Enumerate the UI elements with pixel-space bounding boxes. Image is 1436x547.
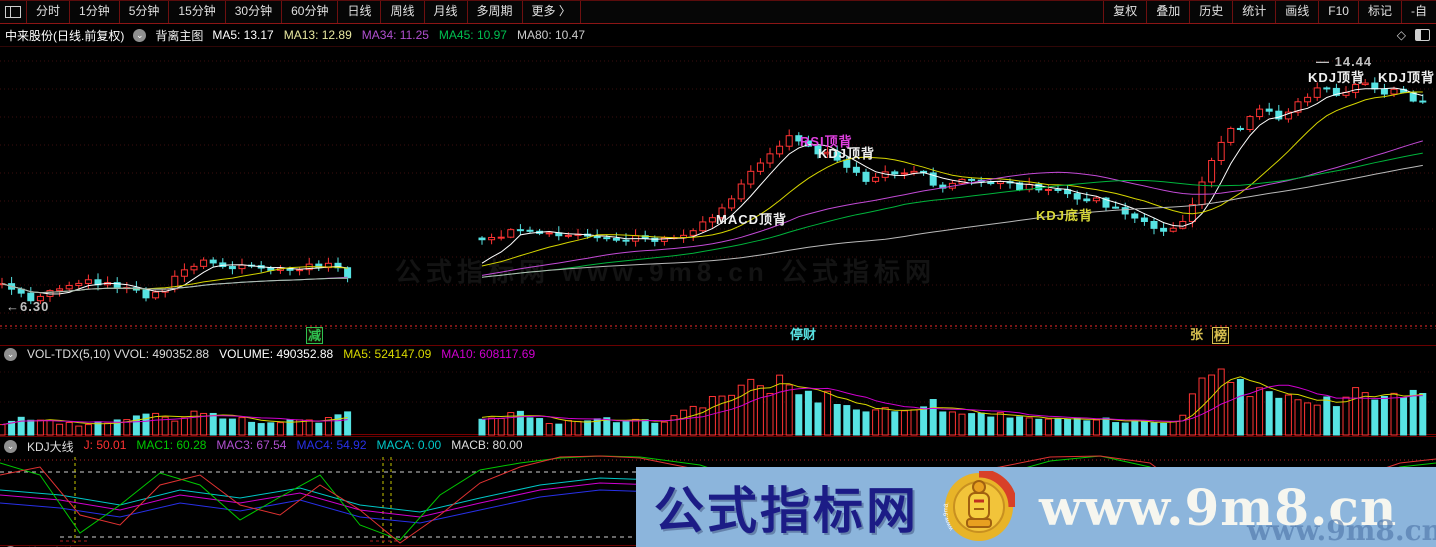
kdj-readout: MACA: 0.00 — [376, 437, 442, 452]
divergence-annotation: KDJ底背 — [1036, 208, 1094, 223]
tool-menu-items: 复权 叠加 历史 统计 画线 F10 标记 -自 — [1103, 1, 1436, 23]
seal-logo-icon: www.9m8.cn — [943, 471, 1015, 541]
period-menubar: 分时 1分钟 5分钟 15分钟 30分钟 60分钟 日线 周线 月线 多周期 更多 〉 复权 叠加 历史… — [0, 0, 1436, 24]
menu-item[interactable]: 多周期 — [468, 1, 523, 23]
window-layout-button[interactable] — [0, 1, 27, 23]
volume-readout: MA10: 608117.69 — [441, 347, 536, 361]
menu-item[interactable]: 60分钟 — [282, 1, 339, 23]
volume-header: ⌄ VOL-TDX(5,10) VVOL: 490352.88 VOLUME: 4… — [4, 347, 535, 361]
ma-readout: MA5: 13.17 — [212, 28, 274, 42]
menu-item[interactable]: 更多 〉 — [523, 1, 581, 23]
indicator-dropdown-icon[interactable]: ⌄ — [133, 28, 147, 42]
infobar: 中来股份(日线.前复权) ⌄ 背离主图 MA5: 13.17 MA13: 12.8… — [0, 24, 1436, 47]
menu-item[interactable]: 日线 — [338, 1, 382, 23]
volume-readout: VOL-TDX(5,10) VVOL: 490352.88 — [27, 347, 210, 361]
volume-pane[interactable]: ⌄ VOL-TDX(5,10) VVOL: 490352.88 VOLUME: 4… — [0, 346, 1436, 437]
tool-menu-item[interactable]: 统计 — [1232, 1, 1275, 23]
divergence-annotation: ←6.30 — [6, 299, 50, 314]
kdj-readout: MAC1: 60.28 — [136, 437, 207, 452]
ticker-item: 减 — [306, 327, 324, 344]
divergence-annotation: KDJ顶背 — [818, 146, 876, 161]
ma-readout: MA34: 11.25 — [361, 28, 429, 42]
ticker-bar: 减 停财 张榜 — [0, 325, 1436, 346]
divergence-annotation: KDJ顶背 — [1308, 70, 1366, 85]
tool-menu-item[interactable]: 画线 — [1275, 1, 1318, 23]
kdj-readout: J: 50.01 — [83, 437, 127, 452]
ticker-item: 榜 — [1212, 327, 1230, 344]
tool-menu-item[interactable]: 叠加 — [1146, 1, 1189, 23]
watermark-url: www.9m8.cn — [1039, 477, 1398, 537]
divergence-annotation: KDJ顶背 — [1378, 70, 1436, 85]
ma-readout: MA80: 10.47 — [516, 28, 586, 42]
period-menu-items: 分时 1分钟 5分钟 15分钟 30分钟 60分钟 日线 周线 月线 多周期 更多 〉 — [27, 1, 581, 23]
kdj-readout: MACB: 80.00 — [451, 437, 523, 452]
tool-menu-item[interactable]: 标记 — [1357, 1, 1401, 23]
menu-item[interactable]: 15分钟 — [169, 1, 226, 23]
menu-item[interactable]: 周线 — [381, 1, 425, 23]
ma-readout: MA13: 12.89 — [283, 28, 352, 42]
tool-menu-item[interactable]: 复权 — [1103, 1, 1146, 23]
volume-readout: VOLUME: 490352.88 — [219, 347, 334, 361]
kdj-readout: MAC4: 54.92 — [296, 437, 367, 452]
menu-item[interactable]: 1分钟 — [70, 1, 120, 23]
tool-menu-item[interactable]: 历史 — [1189, 1, 1232, 23]
volume-readout: MA5: 524147.09 — [343, 347, 432, 361]
menu-item[interactable]: 30分钟 — [226, 1, 283, 23]
watermark-ghost-url: www.9m8.cn — [1247, 514, 1436, 547]
ticker-item: 停财 — [790, 327, 817, 342]
divergence-annotation: — 14.44 — [1316, 54, 1373, 69]
candlestick-chart[interactable] — [0, 47, 1436, 325]
tool-menu-item[interactable]: -自 — [1401, 1, 1436, 23]
menu-item[interactable]: 5分钟 — [120, 1, 170, 23]
divergence-annotation: RSI顶背 — [800, 134, 853, 149]
tool-menu-item[interactable]: F10 — [1318, 1, 1358, 23]
window-layout-icon — [5, 6, 21, 18]
watermark-brand: 公式指标网 — [654, 483, 919, 539]
kdj-header: ⌄ KDJ大线 J: 50.01 MAC1: 60.28 MAC3: 67.54 MAC… — [0, 437, 1436, 455]
menu-item[interactable]: 月线 — [425, 1, 468, 23]
ticker-item: 张 — [1190, 327, 1204, 342]
panel-toggle-icon[interactable] — [1415, 29, 1430, 41]
watermark-banner: 公式指标网 www.9m8.cn www.9m8.cn www.9m8.cn — [636, 467, 1436, 547]
divergence-annotation: MACD顶背 — [716, 212, 787, 227]
menu-item[interactable]: 分时 — [27, 1, 71, 23]
kdj-readout: MAC3: 67.54 — [216, 437, 287, 452]
volume-chart[interactable] — [0, 346, 1436, 436]
main-chart-pane[interactable]: 公式指标网 www.9m8.cn 公式指标网 KDJ顶背 KDJ顶背 RSI顶背 KD… — [0, 47, 1436, 325]
ma-readouts: MA5: 13.17 MA13: 12.89 MA34: 11.25 MA45: 10… — [212, 28, 585, 42]
diamond-icon[interactable]: ◇ — [1396, 28, 1406, 42]
stock-title: 中来股份(日线.前复权) — [5, 28, 125, 43]
ma-readout: MA45: 10.97 — [438, 28, 507, 42]
kdj-dropdown-icon[interactable]: ⌄ — [4, 439, 17, 453]
volume-dropdown-icon[interactable]: ⌄ — [4, 347, 17, 361]
kdj-readout: KDJ大线 — [27, 439, 74, 454]
overlay-indicator-label[interactable]: 背离主图 — [155, 28, 204, 43]
